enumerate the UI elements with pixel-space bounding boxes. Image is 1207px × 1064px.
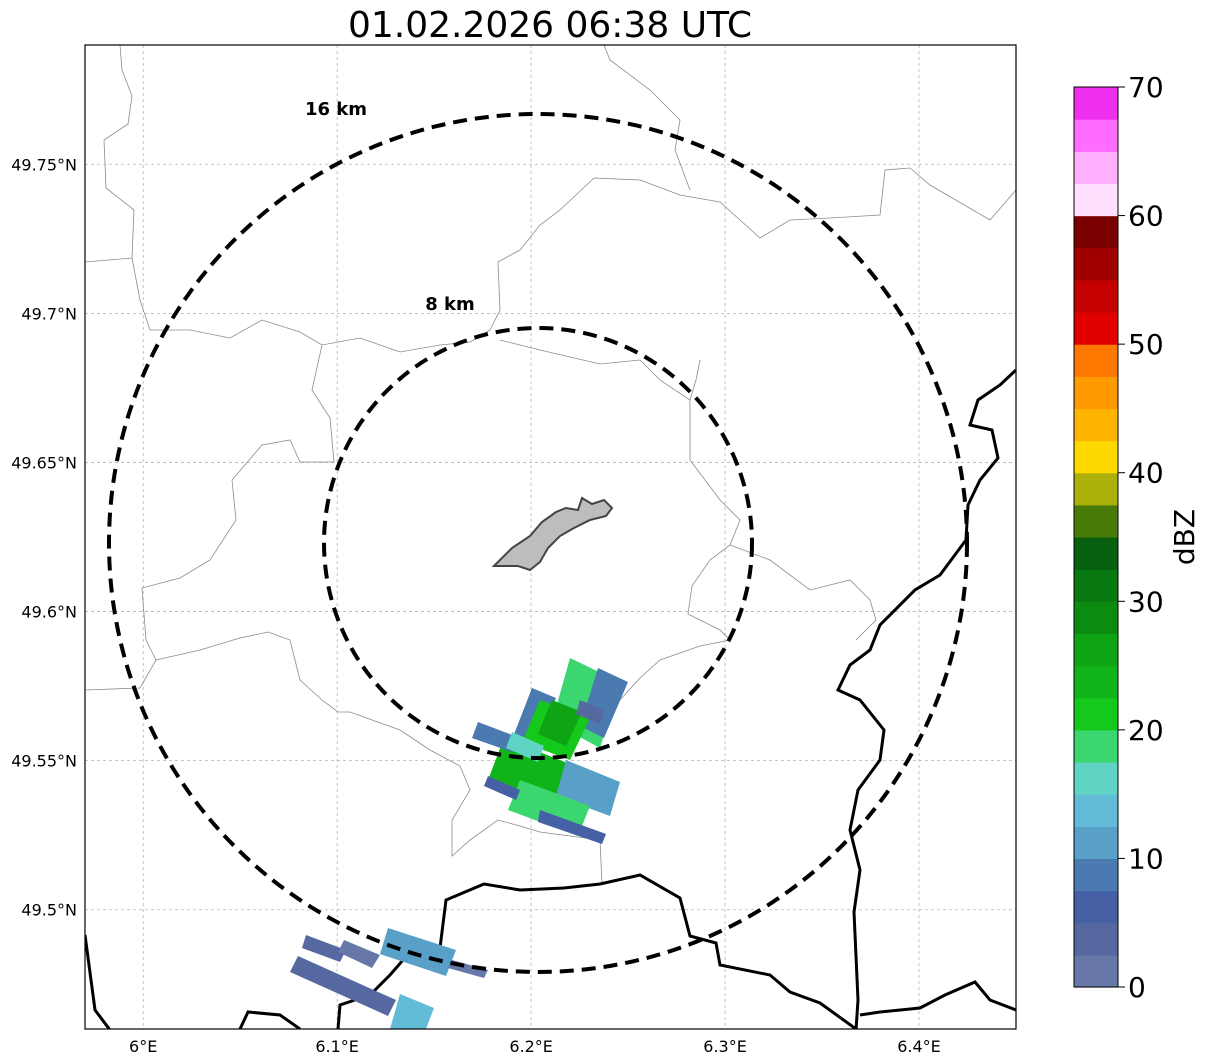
colorbar-swatches xyxy=(1074,87,1118,988)
range-ring-16km xyxy=(107,112,969,974)
colorbar-swatch xyxy=(1074,344,1118,377)
map-frame xyxy=(84,44,1017,1030)
colorbar-swatch xyxy=(1074,890,1118,924)
colorbar-swatch xyxy=(1074,569,1118,602)
colorbar-swatch xyxy=(1074,858,1118,892)
colorbar-swatch xyxy=(1074,119,1118,152)
colorbar-tick-label: 60 xyxy=(1128,200,1164,233)
colorbar-swatch xyxy=(1074,504,1118,538)
colorbar-swatch xyxy=(1074,408,1118,442)
colorbar-swatch xyxy=(1074,922,1118,956)
map-panel xyxy=(85,45,1016,1029)
map-title: 01.02.2026 06:38 UTC xyxy=(347,5,753,46)
latitude-tick-labels: 49.5°N 49.55°N 49.6°N 49.65°N 49.7°N 49.75°N xyxy=(11,155,77,919)
colorbar-swatch xyxy=(1074,697,1118,731)
colorbar-swatch xyxy=(1074,312,1118,345)
colorbar-tick-label: 0 xyxy=(1128,971,1146,1004)
graticule-grid xyxy=(85,45,1016,1029)
commune-boundaries xyxy=(85,45,1016,885)
ring-label-16km: 16 km xyxy=(305,99,367,120)
city-area xyxy=(491,496,614,572)
colorbar-tick-label: 30 xyxy=(1128,585,1164,618)
country-border xyxy=(85,368,1016,1029)
colorbar-swatch xyxy=(1074,826,1118,860)
range-ring-8km xyxy=(322,326,754,760)
colorbar-swatch xyxy=(1074,472,1118,506)
colorbar-swatch xyxy=(1074,247,1118,281)
lat-tick-label: 49.55°N xyxy=(11,752,77,771)
lat-tick-label: 49.75°N xyxy=(11,155,77,174)
colorbar-swatch xyxy=(1074,279,1118,313)
colorbar: 0 10 20 30 40 50 60 70 dBZ xyxy=(1073,71,1201,1004)
lon-tick-label: 6.4°E xyxy=(897,1037,941,1056)
colorbar-swatch xyxy=(1074,440,1118,474)
lat-tick-label: 49.5°N xyxy=(21,901,77,920)
ring-label-8km: 8 km xyxy=(425,294,475,315)
colorbar-ticks: 0 10 20 30 40 50 60 70 xyxy=(1118,71,1164,1004)
colorbar-label: dBZ xyxy=(1168,509,1201,565)
lon-tick-label: 6.3°E xyxy=(703,1037,747,1056)
lon-tick-label: 6°E xyxy=(129,1037,157,1056)
lon-tick-label: 6.1°E xyxy=(315,1037,359,1056)
colorbar-swatch xyxy=(1074,215,1118,249)
lat-tick-label: 49.7°N xyxy=(21,304,77,323)
colorbar-tick-label: 40 xyxy=(1128,457,1164,490)
lat-tick-label: 49.65°N xyxy=(11,453,77,472)
colorbar-swatch xyxy=(1074,729,1118,763)
colorbar-swatch xyxy=(1074,537,1118,570)
colorbar-tick-label: 20 xyxy=(1128,714,1164,747)
colorbar-tick-label: 70 xyxy=(1128,71,1164,104)
colorbar-swatch xyxy=(1074,954,1118,988)
colorbar-swatch xyxy=(1074,601,1118,635)
colorbar-swatch xyxy=(1074,665,1118,699)
colorbar-tick-label: 50 xyxy=(1128,328,1164,361)
colorbar-swatch xyxy=(1074,376,1118,410)
colorbar-swatch xyxy=(1074,151,1118,185)
colorbar-tick-label: 10 xyxy=(1128,842,1164,875)
colorbar-swatch xyxy=(1074,762,1118,795)
lat-tick-label: 49.6°N xyxy=(21,603,77,622)
colorbar-swatch xyxy=(1074,87,1118,120)
longitude-tick-labels: 6°E 6.1°E 6.2°E 6.3°E 6.4°E xyxy=(129,1037,941,1056)
radar-echoes xyxy=(290,658,628,1029)
colorbar-swatch xyxy=(1074,633,1118,667)
colorbar-swatch xyxy=(1074,794,1118,827)
colorbar-swatch xyxy=(1074,183,1118,217)
lon-tick-label: 6.2°E xyxy=(509,1037,553,1056)
colorbar-frame xyxy=(1073,86,1119,988)
